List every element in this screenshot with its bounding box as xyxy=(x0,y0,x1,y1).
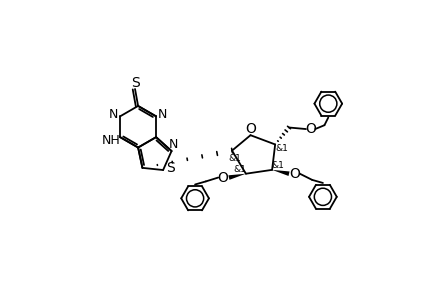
Text: O: O xyxy=(218,170,228,184)
Text: O: O xyxy=(245,122,256,136)
Text: O: O xyxy=(305,122,316,136)
Text: &1: &1 xyxy=(233,164,246,174)
Polygon shape xyxy=(229,174,246,180)
Text: S: S xyxy=(167,161,175,175)
Polygon shape xyxy=(272,170,290,176)
Text: N: N xyxy=(109,108,118,121)
Text: &1: &1 xyxy=(272,161,285,170)
Text: NH: NH xyxy=(101,134,120,147)
Text: O: O xyxy=(290,167,301,181)
Text: N: N xyxy=(158,108,167,120)
Text: S: S xyxy=(131,76,140,90)
Text: &1: &1 xyxy=(276,144,288,153)
Text: &1: &1 xyxy=(229,154,241,163)
Text: N: N xyxy=(169,138,179,151)
